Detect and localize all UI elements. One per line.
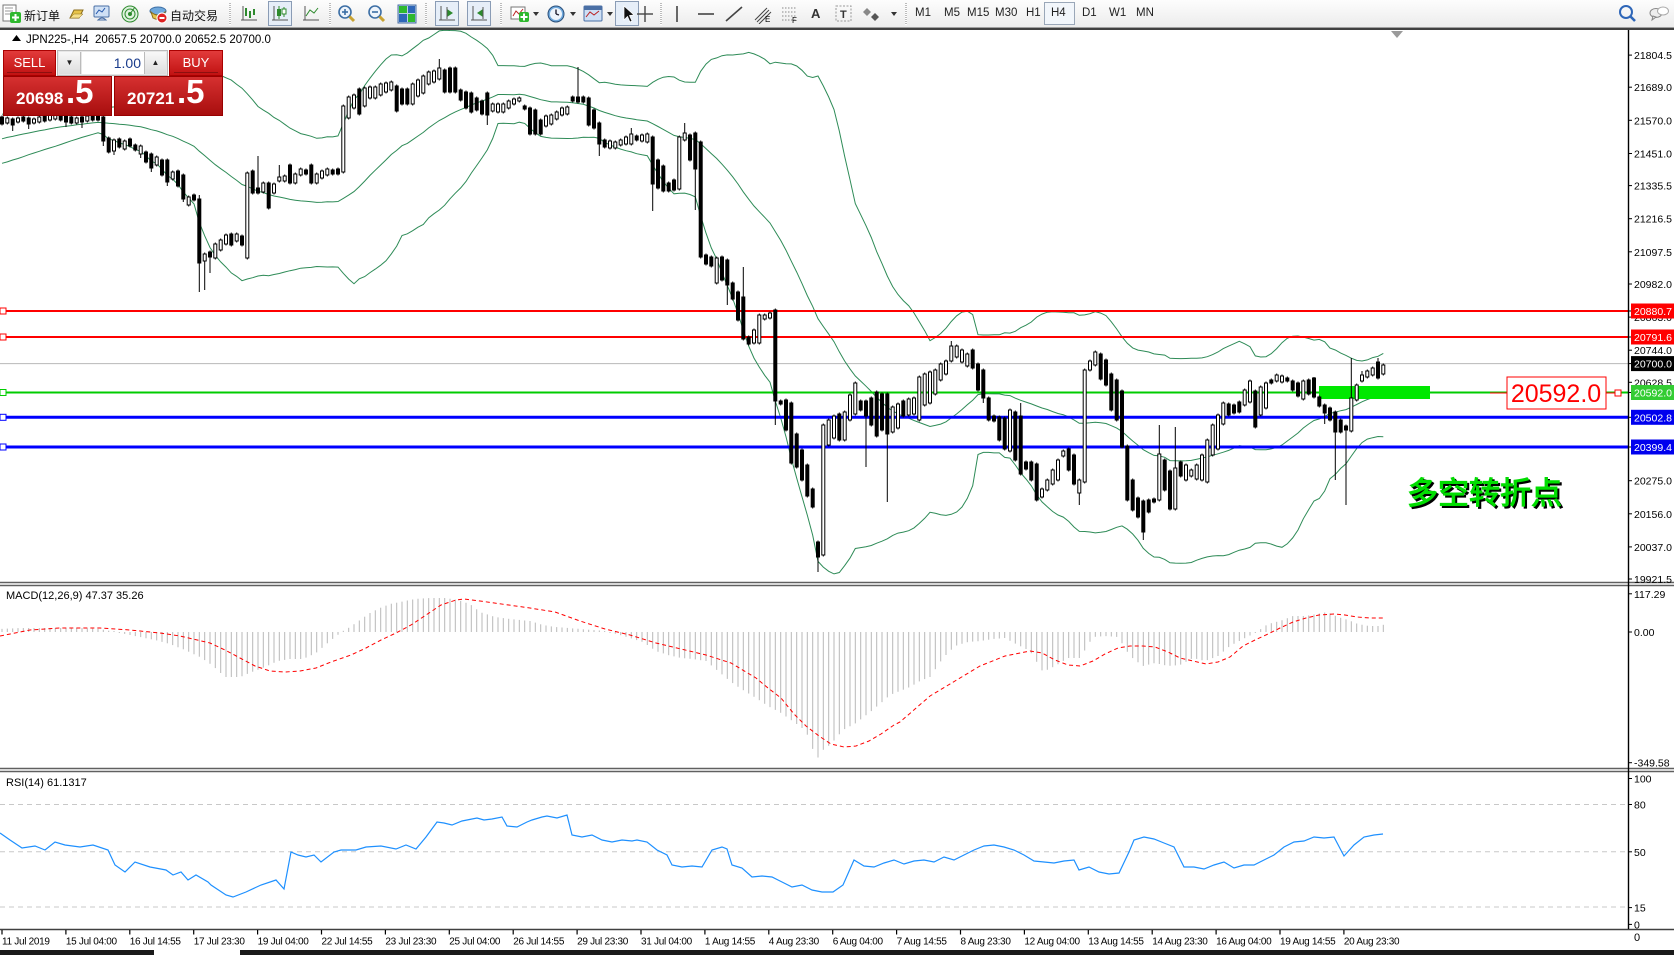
svg-text:20791.6: 20791.6 — [1634, 332, 1672, 344]
svg-text:21804.5: 21804.5 — [1634, 50, 1672, 62]
svg-text:20156.0: 20156.0 — [1634, 509, 1672, 521]
svg-text:12 Aug 04:00: 12 Aug 04:00 — [1024, 937, 1080, 948]
svg-text:6 Aug 04:00: 6 Aug 04:00 — [833, 937, 884, 948]
svg-text:21216.5: 21216.5 — [1634, 214, 1672, 226]
svg-text:15 Jul 04:00: 15 Jul 04:00 — [66, 937, 118, 948]
svg-text:0: 0 — [1634, 919, 1640, 931]
svg-text:19921.5: 19921.5 — [1634, 574, 1672, 586]
svg-text:21335.5: 21335.5 — [1634, 181, 1672, 193]
svg-text:20399.4: 20399.4 — [1634, 442, 1672, 454]
svg-text:26 Jul 14:55: 26 Jul 14:55 — [513, 937, 565, 948]
svg-text:19 Aug 14:55: 19 Aug 14:55 — [1280, 937, 1336, 948]
svg-text:21689.0: 21689.0 — [1634, 82, 1672, 94]
svg-text:多空转折点: 多空转折点 — [1407, 476, 1562, 511]
svg-text:MACD(12,26,9) 47.37 35.26: MACD(12,26,9) 47.37 35.26 — [6, 590, 144, 602]
svg-text:17 Jul 23:30: 17 Jul 23:30 — [194, 937, 246, 948]
svg-text:20982.0: 20982.0 — [1634, 279, 1672, 291]
svg-text:25 Jul 04:00: 25 Jul 04:00 — [449, 937, 501, 948]
svg-text:20700.0: 20700.0 — [1634, 359, 1672, 371]
svg-text:20502.8: 20502.8 — [1634, 412, 1672, 424]
svg-text:100: 100 — [1634, 774, 1652, 786]
svg-text:JPN225-,H4 20657.5 20700.0 20: JPN225-,H4 20657.5 20700.0 20652.5 20700… — [26, 34, 271, 46]
svg-text:1 Aug 14:55: 1 Aug 14:55 — [705, 937, 756, 948]
svg-text:20592.0: 20592.0 — [1511, 380, 1601, 408]
svg-text:80: 80 — [1634, 800, 1646, 812]
svg-text:20037.0: 20037.0 — [1634, 542, 1672, 554]
svg-text:0: 0 — [1634, 932, 1640, 944]
svg-text:19 Jul 04:00: 19 Jul 04:00 — [258, 937, 310, 948]
svg-text:8 Aug 23:30: 8 Aug 23:30 — [961, 937, 1012, 948]
svg-text:21097.5: 21097.5 — [1634, 247, 1672, 259]
svg-text:0.00: 0.00 — [1634, 627, 1655, 639]
svg-text:117.29: 117.29 — [1634, 589, 1665, 601]
svg-text:20880.7: 20880.7 — [1634, 306, 1672, 318]
svg-text:T: T — [840, 9, 847, 21]
svg-text:11 Jul 2019: 11 Jul 2019 — [2, 937, 50, 948]
svg-text:16 Aug 04:00: 16 Aug 04:00 — [1216, 937, 1272, 948]
svg-text:20744.0: 20744.0 — [1634, 345, 1672, 357]
svg-text:7 Aug 14:55: 7 Aug 14:55 — [897, 937, 948, 948]
svg-text:F: F — [792, 16, 797, 24]
svg-text:29 Jul 23:30: 29 Jul 23:30 — [577, 937, 629, 948]
svg-text:22 Jul 14:55: 22 Jul 14:55 — [322, 937, 374, 948]
svg-text:21570.0: 21570.0 — [1634, 115, 1672, 127]
svg-text:E: E — [765, 15, 770, 24]
svg-text:20 Aug 23:30: 20 Aug 23:30 — [1344, 937, 1400, 948]
svg-text:14 Aug 23:30: 14 Aug 23:30 — [1152, 937, 1208, 948]
svg-text:20592.0: 20592.0 — [1634, 388, 1672, 400]
svg-text:16 Jul 14:55: 16 Jul 14:55 — [130, 937, 182, 948]
svg-text:13 Aug 14:55: 13 Aug 14:55 — [1088, 937, 1144, 948]
svg-text:-349.58: -349.58 — [1634, 758, 1670, 770]
svg-text:20275.0: 20275.0 — [1634, 476, 1672, 488]
svg-text:15: 15 — [1634, 903, 1646, 915]
svg-text:21451.0: 21451.0 — [1634, 149, 1672, 161]
svg-text:31 Jul 04:00: 31 Jul 04:00 — [641, 937, 693, 948]
svg-text:RSI(14) 61.1317: RSI(14) 61.1317 — [6, 777, 87, 789]
svg-text:50: 50 — [1634, 847, 1646, 859]
svg-text:23 Jul 23:30: 23 Jul 23:30 — [385, 937, 437, 948]
svg-text:4 Aug 23:30: 4 Aug 23:30 — [769, 937, 820, 948]
